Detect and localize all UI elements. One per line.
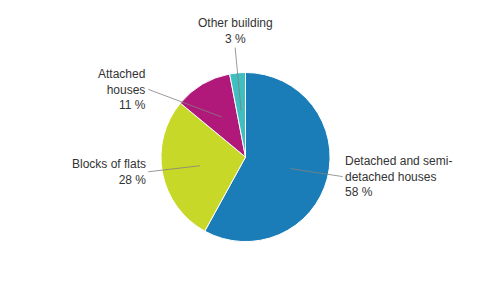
svg-text:Blocks of flats28 %: Blocks of flats28 % <box>72 157 146 187</box>
svg-text:Detached and semi-detached hou: Detached and semi-detached houses58 % <box>345 154 452 199</box>
svg-text:Attachedhouses11 %: Attachedhouses11 % <box>98 67 146 112</box>
svg-text:Other building3 %: Other building3 % <box>198 16 273 46</box>
